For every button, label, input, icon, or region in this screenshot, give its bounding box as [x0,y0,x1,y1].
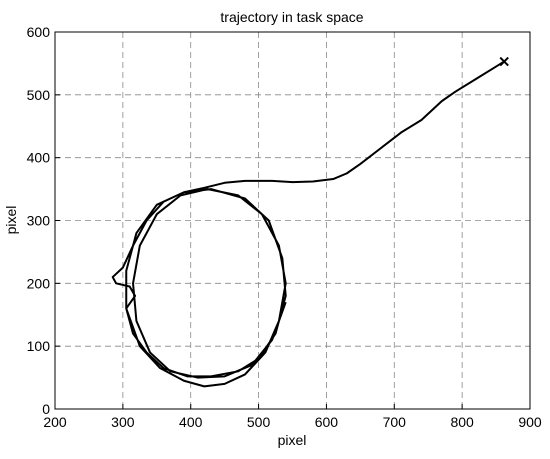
y-axis-label: pixel [3,206,19,235]
x-tick-label: 500 [247,414,271,430]
y-tick-label: 300 [27,213,51,229]
y-tick-label: 400 [27,150,51,166]
x-tick-label: 900 [518,414,542,430]
y-tick-label: 600 [27,24,51,40]
x-tick-label: 200 [43,414,67,430]
y-tick-label: 500 [27,87,51,103]
chart-title: trajectory in task space [220,9,363,25]
x-tick-label: 400 [179,414,203,430]
y-tick-label: 0 [42,401,50,417]
start-marker [499,56,509,67]
y-tick-label: 100 [27,338,51,354]
y-tick-label: 200 [27,275,51,291]
x-tick-label: 600 [315,414,339,430]
plot-frame [54,31,531,410]
x-tick-label: 300 [111,414,135,430]
x-axis-label: pixel [278,432,307,448]
x-tick-label: 800 [450,414,474,430]
trajectory-line [111,60,505,388]
x-tick-label: 700 [383,414,407,430]
